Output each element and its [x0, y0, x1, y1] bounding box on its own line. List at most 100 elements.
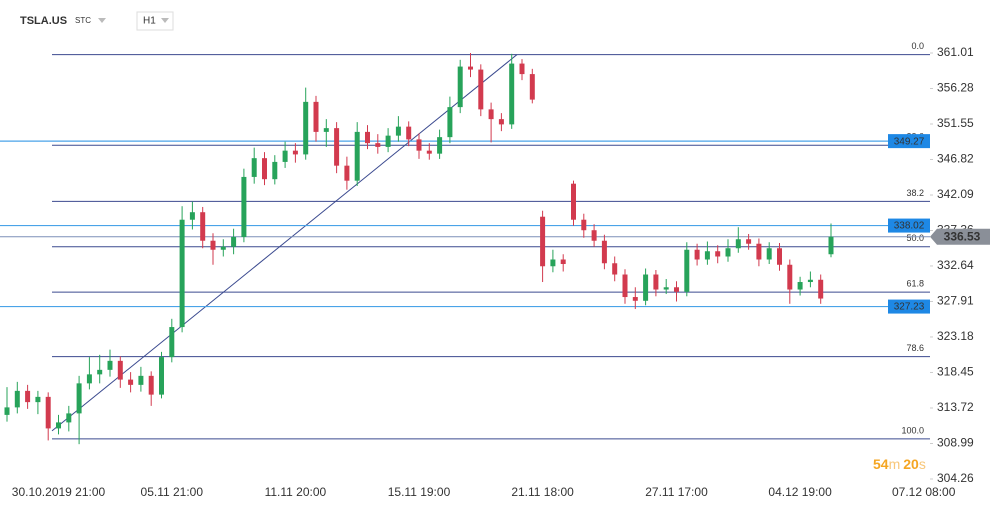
y-tick-label: 313.72	[937, 400, 974, 414]
candle-body	[200, 212, 206, 241]
y-tick-label: 304.26	[937, 471, 974, 485]
candle-body	[303, 101, 309, 155]
x-tick-label: 27.11 17:00	[645, 485, 708, 499]
price-badge	[888, 134, 930, 149]
candle-body	[395, 126, 401, 136]
price-badge-label: 327.23	[894, 302, 925, 313]
candle-body	[128, 379, 134, 385]
candle-body	[169, 327, 175, 358]
candle-body	[591, 230, 597, 241]
dropdown-arrow[interactable]	[161, 18, 169, 23]
price-badge	[888, 299, 930, 314]
candle-body	[560, 259, 566, 265]
candle-body	[437, 137, 443, 154]
y-tick-label: 332.64	[937, 258, 974, 272]
candle-body	[674, 287, 679, 292]
candle-body	[653, 274, 659, 290]
last-price-label: 336.53	[944, 229, 981, 243]
y-tick-label: 327.91	[937, 294, 974, 308]
candle-body	[76, 383, 82, 414]
fib-label: 38.2	[906, 188, 924, 198]
candle-body	[14, 390, 20, 408]
candle-body	[488, 109, 494, 120]
x-tick-label: 07.12 08:00	[892, 485, 956, 499]
candle-body	[643, 274, 649, 301]
candle-body	[684, 249, 690, 292]
candle-body	[45, 396, 51, 429]
candle-body	[334, 128, 340, 166]
y-tick-label: 308.99	[937, 436, 974, 450]
candle-body	[581, 219, 587, 231]
candle-body	[468, 66, 473, 70]
last-price-badge	[930, 228, 990, 245]
price-badge-label: 349.27	[894, 136, 925, 147]
candle-body	[715, 251, 721, 257]
candle-body	[694, 249, 700, 260]
trend-line	[51, 54, 518, 432]
candle-body	[756, 243, 762, 260]
candle-body	[231, 236, 237, 247]
x-tick-label: 15.11 19:00	[388, 485, 451, 499]
y-tick-label: 351.55	[937, 116, 974, 130]
candle-body	[416, 139, 422, 151]
account[interactable]: STC	[75, 16, 91, 25]
candle-body	[540, 216, 546, 267]
candle-body	[86, 374, 92, 384]
fib-label: 50.0	[906, 233, 924, 243]
candle-body	[385, 135, 391, 147]
x-tick-label: 11.11 20:00	[265, 485, 327, 499]
candle-body	[498, 119, 504, 125]
candle-body	[704, 251, 710, 260]
fib-label: 61.8	[906, 278, 924, 288]
candle-body	[138, 375, 144, 385]
candle-body	[457, 66, 463, 108]
candle-body	[35, 396, 41, 403]
candle-body	[148, 375, 154, 395]
candle-body	[292, 150, 298, 155]
candle-body	[313, 101, 319, 132]
fib-label: 0.0	[911, 41, 924, 51]
candle-body	[478, 69, 484, 110]
candle-body	[735, 239, 741, 249]
candle-body	[354, 131, 360, 181]
price-badge-label: 338.02	[894, 221, 925, 232]
candle-body	[828, 236, 834, 255]
candle-body	[262, 158, 267, 180]
y-tick-label: 323.18	[937, 329, 974, 343]
x-tick-label: 05.11 21:00	[141, 485, 204, 499]
candle-body	[632, 297, 638, 301]
fib-label: 100.0	[901, 425, 924, 435]
candle-body	[189, 212, 195, 220]
candle-body	[107, 360, 113, 370]
candle-body	[550, 259, 556, 267]
y-tick-label: 342.09	[937, 187, 974, 201]
candle-body	[159, 357, 164, 395]
candle-body	[818, 279, 824, 299]
candle-body	[509, 63, 515, 125]
candle-body	[571, 183, 576, 220]
y-tick-label: 361.01	[937, 45, 974, 59]
candle-body	[406, 126, 412, 140]
symbol: TSLA.US	[20, 15, 67, 27]
candle-body	[529, 74, 535, 100]
timeframe-box[interactable]	[136, 11, 174, 31]
candle-body	[777, 248, 782, 265]
candle-body	[97, 369, 103, 375]
price-badge	[888, 218, 930, 233]
candle-body	[272, 161, 278, 180]
candle-body	[766, 248, 772, 260]
candle-body	[601, 240, 607, 264]
candle-body	[323, 128, 329, 132]
candle-body	[66, 413, 72, 423]
candle-body	[622, 274, 628, 298]
candle-body	[344, 165, 350, 181]
candle-body	[746, 239, 752, 244]
candle-body	[25, 390, 31, 403]
timeframe[interactable]: H1	[143, 16, 156, 27]
candle-body	[179, 219, 185, 328]
y-tick-label: 356.28	[937, 81, 974, 95]
dropdown-arrow[interactable]	[98, 18, 106, 23]
candle-body	[282, 150, 288, 162]
